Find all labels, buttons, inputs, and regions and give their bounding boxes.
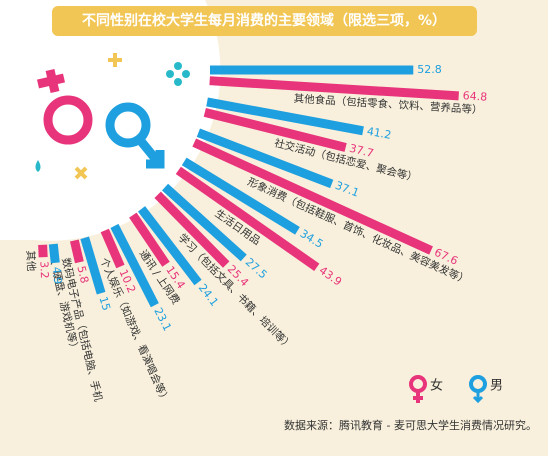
bar (110, 223, 159, 308)
legend-icon (413, 391, 423, 403)
legend-item: 男 (469, 375, 503, 404)
bar (206, 97, 364, 136)
bar (38, 244, 48, 258)
value-label: 52.8 (417, 63, 442, 76)
bar (48, 243, 60, 264)
legend-item: 女 (409, 375, 443, 403)
value-label: 5.8 (74, 265, 91, 285)
bar (154, 191, 230, 268)
bar (137, 206, 202, 286)
legend-label: 女 (430, 378, 443, 394)
bar (100, 228, 125, 269)
title-box (52, 6, 477, 36)
bar (192, 138, 433, 255)
category-label: 其他 (24, 250, 38, 272)
bar (80, 236, 106, 295)
bar (210, 65, 414, 75)
legend-icon (472, 391, 484, 404)
chart-title: 不同性别在校大学生每月消费的主要领域（限选三项，%） (82, 12, 446, 29)
bar (162, 183, 247, 262)
bar (196, 128, 334, 189)
value-label: 3.2 (37, 261, 51, 279)
bar (129, 212, 170, 267)
value-label: 37.7 (348, 142, 375, 161)
bar (175, 166, 320, 272)
value-label: 15 (96, 295, 112, 312)
value-label: 64.8 (462, 89, 487, 103)
bar (181, 157, 300, 235)
bar (209, 76, 459, 101)
bar (203, 107, 347, 152)
decoration (35, 53, 190, 180)
value-label: 41.2 (366, 125, 392, 142)
bar (69, 239, 84, 264)
value-label: 4.9 (50, 266, 65, 285)
legend-label: 男 (490, 379, 503, 394)
source: 数据来源：腾讯教育 - 麦可思大学生消费情况研究。 (284, 418, 537, 432)
